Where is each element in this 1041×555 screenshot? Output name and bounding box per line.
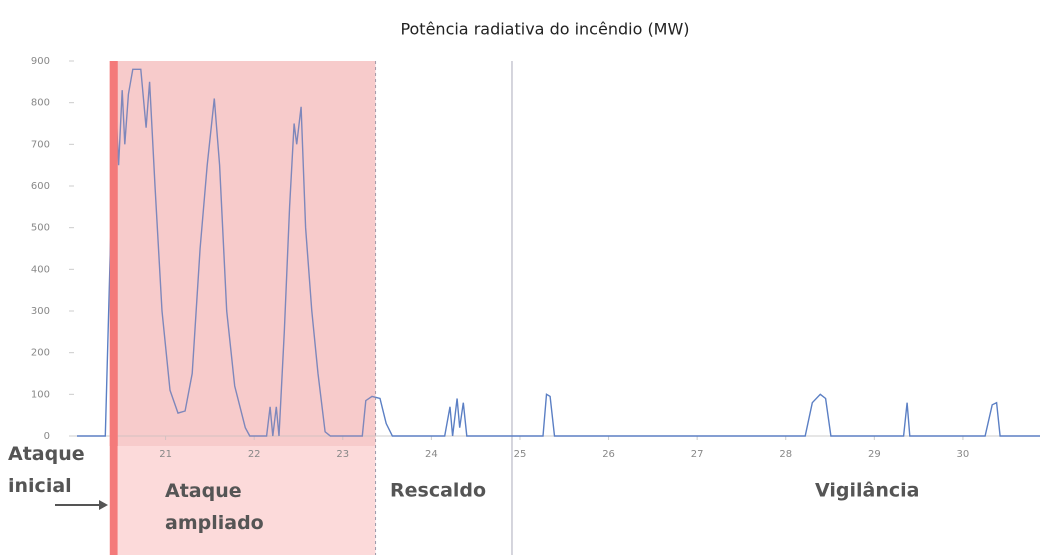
phase-label: Rescaldo bbox=[390, 480, 486, 502]
y-tick-label: 900 bbox=[31, 56, 50, 67]
y-tick-label: 400 bbox=[31, 264, 50, 275]
data-line bbox=[77, 68, 1040, 437]
phase-label: Ataque ampliado bbox=[165, 480, 264, 534]
phase-region bbox=[117, 61, 376, 555]
phase-region bbox=[375, 61, 512, 555]
y-tick-label: 600 bbox=[31, 181, 50, 192]
phase-region bbox=[511, 61, 1040, 555]
y-tick-label: 100 bbox=[31, 389, 50, 400]
phase-tint bbox=[117, 61, 376, 446]
x-tick-label: 29 bbox=[868, 449, 881, 460]
x-tick-label: 21 bbox=[159, 449, 172, 460]
chart-title: Potência radiativa do incêndio (MW) bbox=[400, 20, 689, 39]
x-tick-label: 25 bbox=[514, 449, 527, 460]
y-tick-label: 0 bbox=[44, 431, 50, 442]
arrow-head bbox=[99, 500, 108, 510]
y-tick-label: 200 bbox=[31, 348, 50, 359]
phase-label: Vigilância bbox=[815, 480, 919, 502]
y-tick-label: 500 bbox=[31, 223, 50, 234]
x-tick-label: 22 bbox=[248, 449, 261, 460]
y-tick-label: 800 bbox=[31, 98, 50, 109]
y-tick-label: 700 bbox=[31, 139, 50, 150]
y-tick-label: 300 bbox=[31, 306, 50, 317]
x-tick-label: 23 bbox=[336, 449, 349, 460]
x-tick-label: 28 bbox=[779, 449, 792, 460]
phase-label: Ataque inicial bbox=[8, 443, 85, 497]
x-tick-label: 26 bbox=[602, 449, 615, 460]
phase-tint bbox=[109, 61, 118, 446]
x-tick-label: 24 bbox=[425, 449, 438, 460]
x-tick-label: 27 bbox=[691, 449, 704, 460]
x-tick-label: 30 bbox=[957, 449, 970, 460]
